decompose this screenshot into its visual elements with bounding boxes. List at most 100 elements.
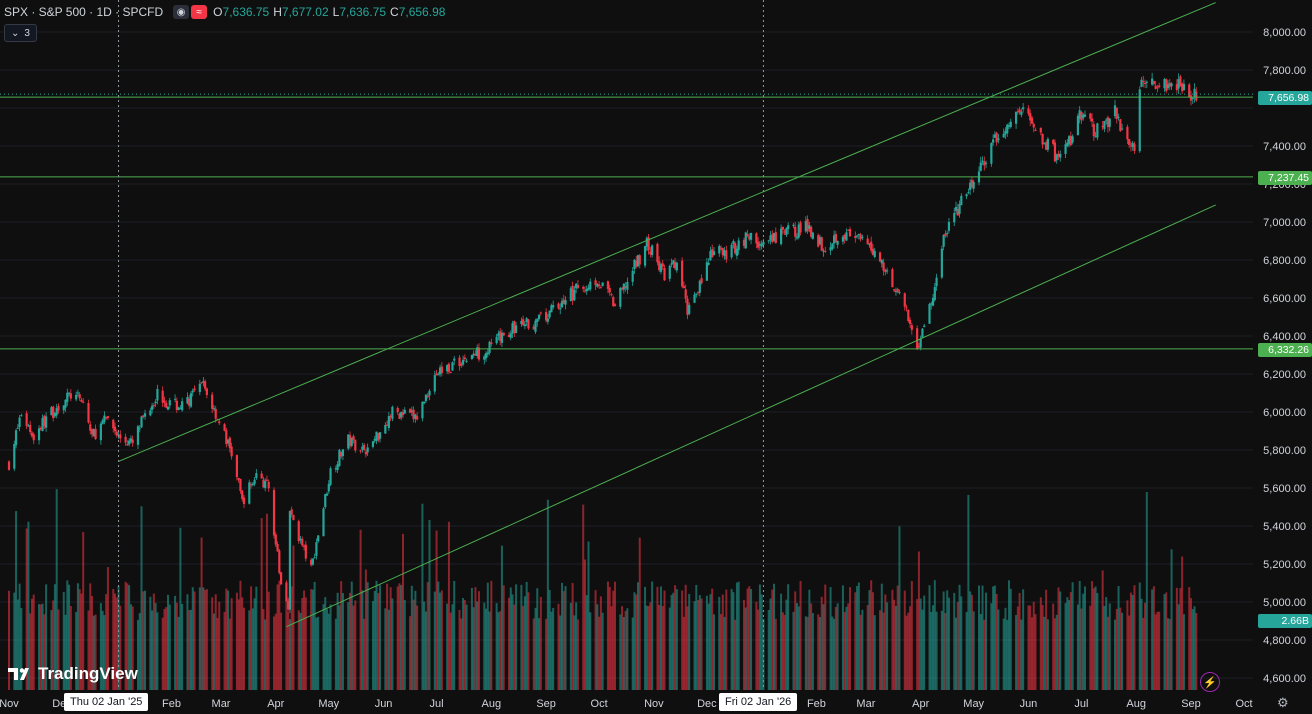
candle-body xyxy=(264,480,267,489)
candle-body xyxy=(921,328,924,338)
candle-body xyxy=(594,280,597,286)
volume-bar xyxy=(557,603,560,690)
volume-bar xyxy=(916,599,919,690)
candle-body xyxy=(910,325,913,330)
candle-body xyxy=(290,509,293,515)
volume-bar xyxy=(361,590,364,690)
candle-body xyxy=(771,234,774,242)
candle-body xyxy=(447,363,451,372)
candle-body xyxy=(1115,107,1118,119)
candle-body xyxy=(635,260,638,267)
volume-bar xyxy=(1138,582,1141,690)
volume-bar xyxy=(820,596,823,690)
volume-bar xyxy=(799,580,802,690)
settings-icon[interactable]: ⚙ xyxy=(1277,695,1289,710)
candle-body xyxy=(1138,89,1141,152)
volume-bar xyxy=(1052,603,1055,690)
candle-body xyxy=(1195,91,1198,101)
candle-body xyxy=(732,241,735,245)
horizontal-levels[interactable] xyxy=(0,93,1253,350)
time-tick-label: Jun xyxy=(1020,698,1038,710)
candle-body xyxy=(1045,142,1048,150)
candle-body xyxy=(490,342,493,344)
volume-bar xyxy=(1059,591,1062,690)
candle-body xyxy=(437,374,440,376)
candle-body xyxy=(734,243,737,254)
volume-bar xyxy=(304,597,307,690)
candle-body xyxy=(378,432,382,439)
volume-bar xyxy=(142,591,145,690)
tradingview-logo[interactable]: TradingView xyxy=(8,664,138,684)
price-axis[interactable]: 8,000.007,800.007,400.007,200.007,000.00… xyxy=(1263,27,1306,685)
volume-bar xyxy=(871,592,874,690)
candle-body xyxy=(1128,138,1131,145)
candle-body xyxy=(1030,117,1034,124)
candle-body xyxy=(128,440,131,445)
volume-bar xyxy=(66,580,69,690)
candle-body xyxy=(315,542,318,556)
volume-bar xyxy=(352,605,355,690)
volume-bar xyxy=(128,585,131,690)
candle-body xyxy=(7,461,11,470)
volume-bar xyxy=(276,584,279,690)
volume-bar xyxy=(990,603,993,690)
volume-bar xyxy=(589,612,592,690)
volume-bar xyxy=(773,583,776,690)
volume-bar xyxy=(470,587,473,690)
trend-channel[interactable] xyxy=(118,2,1216,628)
candle-body xyxy=(684,289,687,299)
volume-bar xyxy=(583,559,586,690)
volume-bar xyxy=(497,612,500,690)
candle-body xyxy=(783,231,786,233)
candle-body xyxy=(1092,124,1095,137)
volume-bar xyxy=(585,595,588,690)
candle-body xyxy=(253,479,256,485)
symbol-legend[interactable]: SPX · S&P 500 · 1D · SPCFD ◉ ≈ O 7,636.75… xyxy=(4,3,445,21)
candle-body xyxy=(693,294,696,303)
volume-bar xyxy=(582,504,585,690)
candle-body xyxy=(871,248,875,255)
eye-icon[interactable]: ◉ xyxy=(173,5,190,19)
volume-bar xyxy=(919,598,922,690)
candle-body xyxy=(960,195,963,206)
time-tick-label: Jul xyxy=(1074,698,1088,710)
volume-bar xyxy=(426,582,429,690)
candle-body xyxy=(75,394,78,400)
price-tick-label: 5,800.00 xyxy=(1263,445,1306,457)
volume-bar xyxy=(596,604,599,690)
candle-body xyxy=(661,263,664,267)
indicators-collapse-button[interactable]: ⌄ 3 xyxy=(4,24,37,42)
candle-body xyxy=(946,233,949,235)
candle-body xyxy=(276,544,279,552)
volume-bar xyxy=(1115,608,1118,690)
candle-body xyxy=(329,468,332,485)
candle-body xyxy=(20,415,23,417)
volume-bar xyxy=(509,587,512,690)
candle-body xyxy=(14,430,18,446)
lightning-icon[interactable]: ⚡ xyxy=(1200,672,1220,692)
candle-body xyxy=(1020,111,1023,115)
candle-body xyxy=(1168,82,1171,87)
candle-body xyxy=(1129,145,1133,147)
candle-body xyxy=(179,408,182,410)
volume-bar xyxy=(870,580,873,690)
price-tick-label: 4,800.00 xyxy=(1263,635,1306,647)
volume-bar xyxy=(338,605,341,690)
candle-body xyxy=(41,418,44,431)
volume-bar xyxy=(260,518,263,690)
volume-bar xyxy=(1128,615,1131,690)
volume-bar xyxy=(928,585,931,690)
volume-bar xyxy=(144,590,147,690)
candle-body xyxy=(1029,113,1032,121)
candle-body xyxy=(817,235,820,247)
volume-bar xyxy=(1071,582,1074,690)
candle-body xyxy=(576,285,580,288)
price-tick-label: 5,400.00 xyxy=(1263,521,1306,533)
level-low-tag: 6,332.26 xyxy=(1258,343,1312,357)
volume-bar xyxy=(140,506,143,690)
time-axis[interactable]: Nov Dec Feb Mar Apr May Jun Jul Aug Sep Oct Nov Dec F… xyxy=(0,698,1253,710)
candle-body xyxy=(557,303,560,309)
wave-icon[interactable]: ≈ xyxy=(191,5,208,19)
volume-bar xyxy=(644,586,647,690)
